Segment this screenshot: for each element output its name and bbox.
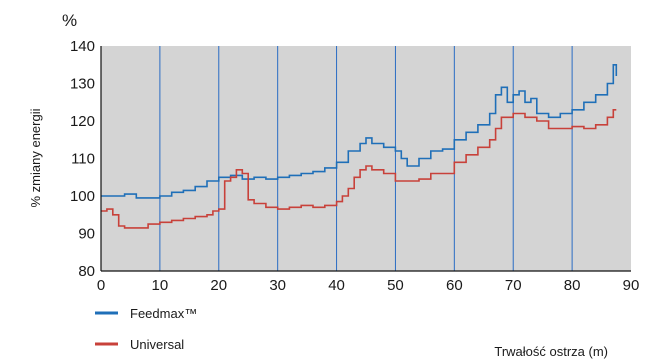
x-tick-30: 30 (269, 277, 286, 294)
x-tick-50: 50 (387, 277, 404, 294)
y-tick-100: 100 (70, 188, 95, 205)
x-tick-20: 20 (210, 277, 227, 294)
y-tick-120: 120 (70, 113, 95, 130)
y-axis-title: % zmiany energii (28, 108, 43, 207)
x-tick-90: 90 (623, 277, 640, 294)
x-axis-title: Trwałość ostrza (m) (494, 344, 608, 359)
unit-label: % (62, 11, 77, 30)
legend: Feedmax™ Universal (95, 306, 197, 352)
y-tick-labels: 80 90 100 110 120 130 140 (70, 38, 95, 280)
series-layer (101, 64, 618, 229)
legend-label-feedmax: Feedmax™ (130, 306, 197, 321)
y-tick-80: 80 (78, 263, 95, 280)
series-line-0 (101, 64, 618, 199)
y-tick-130: 130 (70, 76, 95, 93)
y-tick-140: 140 (70, 38, 95, 55)
x-tick-40: 40 (328, 277, 345, 294)
plot-area (101, 46, 631, 271)
x-tick-10: 10 (152, 277, 169, 294)
y-tick-110: 110 (71, 151, 95, 168)
x-tick-60: 60 (446, 277, 463, 294)
series-line-1 (101, 109, 617, 229)
x-tick-70: 70 (505, 277, 522, 294)
x-tick-0: 0 (97, 277, 105, 294)
y-tick-90: 90 (78, 226, 95, 243)
x-tick-labels: 0 10 20 30 40 50 60 70 80 90 (97, 277, 640, 294)
x-tick-80: 80 (564, 277, 581, 294)
gridlines (159, 46, 573, 271)
legend-label-universal: Universal (130, 337, 184, 352)
